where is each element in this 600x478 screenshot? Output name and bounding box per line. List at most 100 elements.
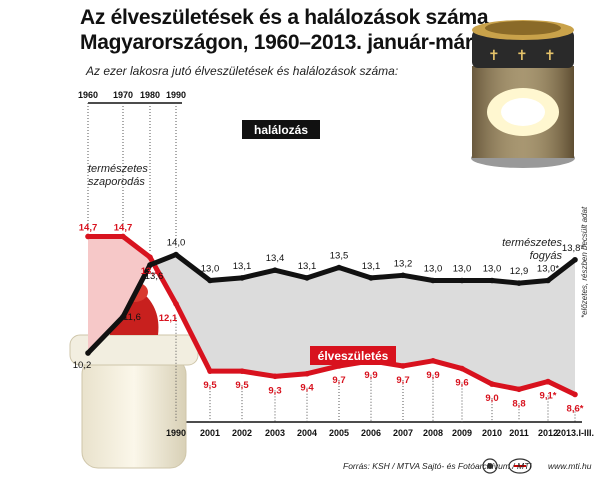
births-point bbox=[173, 301, 179, 307]
bottom-axis-tick-label: 2006 bbox=[361, 428, 381, 438]
births-value-label: 13,9 bbox=[141, 266, 160, 277]
deaths-point bbox=[336, 264, 342, 271]
deaths-value-label: 13,1 bbox=[298, 261, 317, 272]
bottom-axis-tick-label: 2013.I-III. bbox=[556, 428, 594, 438]
births-legend-box: élveszületés bbox=[310, 346, 396, 365]
deaths-point bbox=[239, 275, 245, 281]
bottom-axis-tick-label: 2007 bbox=[393, 428, 413, 438]
deaths-value-label: 13,4 bbox=[266, 253, 285, 264]
natural-decrease-label-1: természetes bbox=[502, 237, 562, 249]
bottom-axis-tick-label: 2001 bbox=[200, 428, 220, 438]
deaths-value-label: 13,1 bbox=[362, 261, 381, 272]
deaths-point bbox=[489, 277, 495, 284]
deaths-point bbox=[85, 350, 91, 356]
bottom-axis-tick-label: 2010 bbox=[482, 428, 502, 438]
births-point bbox=[572, 391, 578, 398]
births-value-label: 14,7 bbox=[114, 222, 133, 233]
bottom-axis-tick-label: 2004 bbox=[297, 428, 317, 438]
deaths-point bbox=[400, 272, 406, 279]
births-value-label: 12,1 bbox=[159, 313, 178, 324]
births-value-label: 9,3 bbox=[268, 385, 281, 396]
mti-logo-icon bbox=[508, 458, 532, 474]
births-point bbox=[272, 373, 278, 380]
births-value-label: 9,5 bbox=[235, 380, 249, 391]
births-value-label: 14,7 bbox=[79, 222, 98, 233]
chart-title-line2: Magyarországon, 1960–2013. január-márciu… bbox=[80, 31, 514, 54]
deaths-value-label: 11,6 bbox=[123, 312, 141, 323]
footer-source: Forrás: KSH / MTVA Sajtó- és Fotóarchívu… bbox=[343, 461, 532, 471]
bottom-axis-tick-label: 1990 bbox=[166, 428, 186, 438]
deaths-value-label: 13,0 bbox=[453, 264, 472, 275]
bottom-axis-tick-label: 2012 bbox=[538, 428, 558, 438]
deaths-legend-box: halálozás bbox=[242, 120, 320, 139]
births-point bbox=[489, 381, 495, 387]
deaths-value-label: 13,8* bbox=[562, 243, 584, 254]
births-value-label: 9,5 bbox=[203, 380, 217, 391]
deaths-point bbox=[207, 277, 213, 284]
births-point bbox=[239, 368, 245, 374]
deaths-value-label: 10,2 bbox=[73, 360, 92, 371]
deaths-point bbox=[545, 277, 551, 284]
births-value-label: 9,9 bbox=[426, 370, 439, 381]
deaths-point bbox=[272, 267, 278, 273]
births-point bbox=[147, 254, 153, 260]
deaths-value-label: 13,0* bbox=[537, 264, 559, 275]
top-axis-tick-label: 1980 bbox=[140, 90, 160, 100]
top-axis-tick-label: 1960 bbox=[78, 90, 98, 100]
births-legend-label: élveszületés bbox=[318, 349, 389, 363]
top-axis-tick-label: 1990 bbox=[166, 90, 186, 100]
natural-increase-label-1: természetes bbox=[88, 163, 148, 175]
bottom-axis-tick-label: 2008 bbox=[423, 428, 443, 438]
deaths-value-label: 13,2 bbox=[394, 258, 413, 269]
births-value-label: 8,8 bbox=[512, 398, 525, 409]
chart-subtitle: Az ezer lakosra jutó élveszületések és h… bbox=[86, 64, 399, 78]
footer-site: www.mti.hu bbox=[548, 461, 592, 471]
births-point bbox=[516, 386, 522, 393]
deaths-point bbox=[120, 313, 126, 320]
births-value-label: 8,6* bbox=[567, 403, 584, 414]
deaths-value-label: 13,1 bbox=[233, 261, 252, 272]
births-value-label: 9,1* bbox=[540, 391, 557, 402]
natural-decrease-label-2: fogyás bbox=[530, 250, 563, 262]
births-value-label: 9,6 bbox=[455, 378, 468, 389]
deaths-legend-label: halálozás bbox=[254, 123, 308, 137]
bottom-axis-tick-label: 2003 bbox=[265, 428, 285, 438]
births-point bbox=[304, 370, 310, 377]
deaths-value-label: 13,6 bbox=[145, 271, 164, 282]
natural-increase-label-2: szaporodás bbox=[88, 176, 145, 188]
deaths-point bbox=[173, 251, 179, 258]
natural-decrease-area bbox=[153, 254, 575, 395]
deaths-value-label: 13,0 bbox=[424, 264, 443, 275]
deaths-point bbox=[572, 256, 578, 263]
candle-lantern-icon: ✝ ✝ ✝ bbox=[471, 20, 575, 168]
svg-text:✝: ✝ bbox=[516, 47, 528, 63]
deaths-point bbox=[147, 262, 153, 268]
mtva-logo-icon bbox=[482, 458, 498, 474]
svg-text:✝: ✝ bbox=[544, 47, 556, 63]
chart-title-line1: Az élveszületések és a halálozások száma bbox=[80, 6, 489, 29]
top-axis-tick-label: 1970 bbox=[113, 90, 133, 100]
deaths-value-label: 13,0 bbox=[201, 264, 220, 275]
births-value-label: 9,4 bbox=[300, 383, 314, 394]
bottom-axis-tick-label: 2011 bbox=[509, 428, 529, 438]
births-value-label: 9,0 bbox=[485, 393, 498, 404]
deaths-value-label: 13,0 bbox=[483, 264, 502, 275]
births-value-label: 9,7 bbox=[396, 375, 409, 386]
deaths-value-label: 13,5 bbox=[330, 251, 349, 262]
deaths-point bbox=[430, 277, 436, 284]
estimate-side-note: *előzetes, részben becsült adat bbox=[580, 206, 589, 318]
bottom-axis-tick-label: 2002 bbox=[232, 428, 252, 438]
births-point bbox=[430, 357, 436, 364]
deaths-point bbox=[368, 275, 374, 281]
deaths-value-label: 14,0 bbox=[167, 238, 186, 249]
bottom-axis-tick-label: 2005 bbox=[329, 428, 349, 438]
births-point bbox=[120, 233, 126, 240]
births-point bbox=[207, 368, 213, 374]
natural-increase-area bbox=[88, 236, 154, 354]
births-value-label: 9,7 bbox=[332, 375, 345, 386]
births-point bbox=[400, 363, 406, 369]
births-point bbox=[85, 233, 91, 240]
deaths-point bbox=[304, 275, 310, 281]
births-value-label: 9,9 bbox=[364, 370, 377, 381]
